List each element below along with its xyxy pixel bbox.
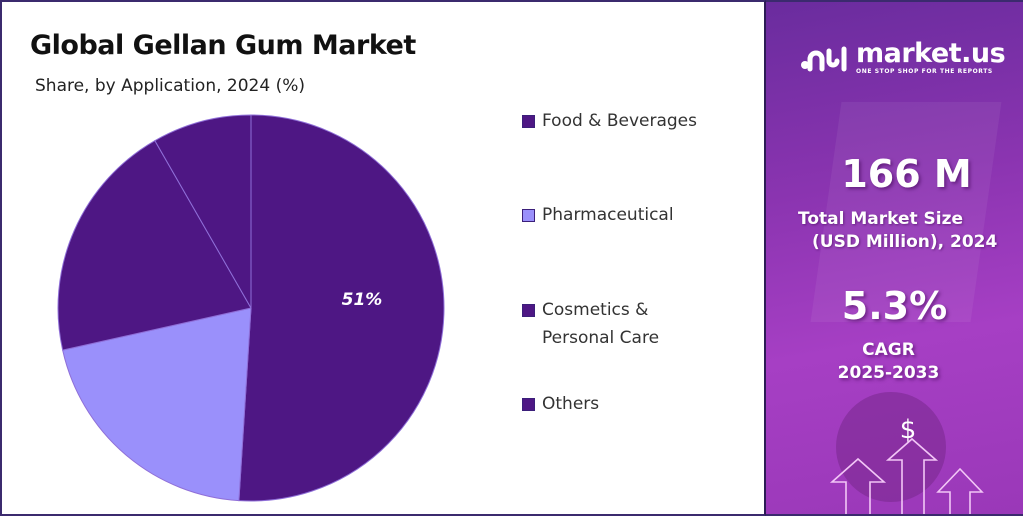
chart-subtitle: Share, by Application, 2024 (%) (35, 76, 305, 96)
brand-logo: market.us ONE STOP SHOP FOR THE REPORTS (800, 38, 1006, 75)
pie-chart: 51% (57, 114, 445, 502)
chart-panel: Global Gellan Gum Market Share, by Appli… (0, 0, 766, 516)
cagr-label: CAGR (862, 340, 915, 360)
legend-swatch (522, 115, 535, 128)
pie-slice-food-beverages (238, 114, 445, 502)
market-size-label-unit: (USD Million), 2024 (812, 232, 998, 252)
brand-name: market.us (856, 38, 1006, 69)
pie-slice-others (154, 114, 252, 310)
legend-swatch (522, 209, 535, 222)
legend-item-food-beverages: Food & Beverages (522, 107, 697, 135)
legend-item-pharmaceutical: Pharmaceutical (522, 201, 674, 229)
market-size-label: Total Market Size (798, 209, 964, 229)
pie-label-food-beverages: 51% (342, 290, 383, 310)
legend-item-cosmetics: Cosmetics & Personal Care (522, 296, 659, 352)
cagr-period: 2025-2033 (837, 363, 940, 383)
cagr-value: 5.3% (841, 284, 948, 328)
market-us-logo-icon (801, 46, 847, 71)
pie-slice-cosmetics (57, 139, 252, 351)
brand-tagline: ONE STOP SHOP FOR THE REPORTS (856, 68, 993, 75)
stats-sidebar: market.us ONE STOP SHOP FOR THE REPORTS … (766, 0, 1023, 516)
market-size-value: 166 M (841, 152, 972, 196)
legend-item-others: Others (522, 390, 599, 418)
dollar-icon: $ (900, 415, 917, 445)
chart-title: Global Gellan Gum Market (30, 30, 416, 61)
legend-swatch (522, 304, 535, 317)
pie-slice-pharmaceutical (62, 307, 252, 502)
legend-swatch (522, 398, 535, 411)
growth-arrows-icon: $ (829, 415, 984, 514)
